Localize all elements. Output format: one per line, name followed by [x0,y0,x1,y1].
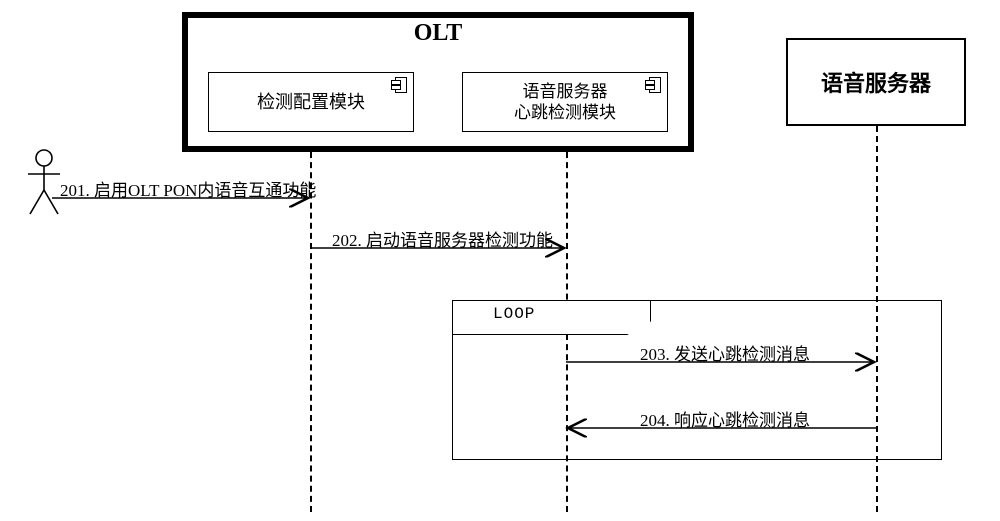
msg-203: 203. 发送心跳检测消息 [640,340,810,365]
msg-204: 204. 响应心跳检测消息 [640,406,810,431]
diagram-stage: OLT 检测配置模块 语音服务器 心跳检测模块 语音服务器 LOOP [0,0,1000,521]
msg-202: 202. 启动语音服务器检测功能 [332,226,553,251]
msg-201: 201. 启用OLT PON内语音互通功能 [60,176,316,201]
arrow-201 [0,0,1000,521]
